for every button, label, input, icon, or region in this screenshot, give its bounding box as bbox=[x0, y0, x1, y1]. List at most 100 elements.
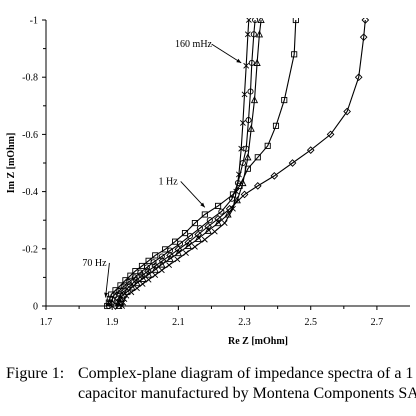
cross-marker bbox=[120, 299, 127, 306]
triangle-marker bbox=[116, 298, 124, 306]
circle-marker bbox=[245, 117, 252, 124]
caption-line-1: Figure 1: Complex-plane diagram of impeda… bbox=[6, 364, 416, 384]
circle-marker bbox=[248, 59, 255, 66]
annotation-arrow bbox=[211, 43, 242, 64]
diamond-marker bbox=[343, 107, 351, 116]
triangle-marker bbox=[184, 241, 192, 249]
cross-marker bbox=[201, 236, 208, 243]
circle-marker bbox=[107, 299, 114, 306]
chart-area: 1.7 1.9 2.1 2.3 2.5 2.7 -1 -0.8 -0.6 -0.4 -0.2 0 Re … bbox=[6, 16, 410, 347]
cross-marker bbox=[183, 250, 189, 257]
caption-line-2: capacitor manufactured by Montena Compon… bbox=[6, 384, 416, 404]
cross-marker bbox=[134, 285, 140, 292]
triangle-marker bbox=[214, 218, 222, 227]
series-circle bbox=[105, 18, 259, 310]
circle-marker bbox=[109, 296, 116, 303]
annotation-label: 160 mHz bbox=[175, 39, 213, 50]
triangle-marker bbox=[128, 283, 136, 291]
circle-marker bbox=[243, 145, 250, 152]
square-marker bbox=[152, 252, 159, 259]
circle-marker bbox=[196, 225, 203, 232]
triangle-marker bbox=[144, 270, 153, 278]
triangle-marker bbox=[117, 295, 125, 303]
circle-marker bbox=[131, 274, 138, 281]
cross-marker bbox=[221, 220, 228, 226]
cross-marker bbox=[158, 267, 165, 274]
diamond-marker bbox=[270, 172, 279, 180]
circle-marker bbox=[176, 240, 184, 247]
cross-marker bbox=[244, 31, 251, 38]
triangle-marker bbox=[194, 234, 202, 242]
square-marker bbox=[191, 220, 198, 227]
series-line bbox=[115, 19, 366, 307]
circle-marker bbox=[125, 278, 132, 286]
square-marker bbox=[254, 154, 261, 161]
square-marker bbox=[215, 202, 222, 209]
triangle-marker bbox=[174, 248, 182, 257]
circle-marker bbox=[206, 217, 213, 224]
cross-marker bbox=[145, 276, 152, 283]
triangle-marker bbox=[239, 178, 247, 187]
cross-marker bbox=[119, 303, 126, 309]
x-tick-label: 2.1 bbox=[172, 317, 185, 328]
circle-marker bbox=[115, 288, 122, 295]
diamond-marker bbox=[253, 182, 262, 190]
cross-marker bbox=[245, 18, 252, 23]
square-marker bbox=[104, 302, 111, 310]
diamond-marker bbox=[204, 222, 212, 231]
axes: 1.7 1.9 2.1 2.3 2.5 2.7 -1 -0.8 -0.6 -0.4 -0.2 0 Re … bbox=[6, 16, 410, 347]
series-line bbox=[108, 19, 256, 307]
diamond-marker bbox=[354, 73, 363, 82]
square-marker bbox=[201, 211, 208, 218]
triangle-marker bbox=[250, 95, 259, 104]
y-tick-label: -0.8 bbox=[22, 73, 38, 84]
x-tick-label: 2.5 bbox=[304, 317, 317, 328]
series-line bbox=[106, 19, 297, 307]
cross-marker bbox=[233, 188, 240, 195]
series-triangle bbox=[115, 18, 265, 310]
circle-marker bbox=[158, 253, 165, 260]
diamond-marker bbox=[240, 190, 249, 199]
triangle-marker bbox=[166, 254, 174, 262]
square-marker bbox=[281, 97, 288, 104]
circle-marker bbox=[167, 247, 174, 254]
cross-marker bbox=[243, 62, 250, 69]
circle-marker bbox=[252, 18, 259, 24]
annotation-label: 70 Hz bbox=[82, 258, 107, 269]
circle-marker bbox=[143, 264, 150, 271]
square-marker bbox=[181, 230, 189, 237]
x-tick-label: 2.3 bbox=[238, 317, 251, 328]
cross-marker bbox=[239, 120, 246, 126]
cross-marker bbox=[211, 228, 218, 235]
triangle-marker bbox=[133, 279, 141, 287]
square-marker bbox=[264, 142, 271, 149]
circle-marker bbox=[120, 283, 127, 290]
triangle-marker bbox=[151, 265, 159, 273]
circle-marker bbox=[186, 232, 193, 239]
square-marker bbox=[292, 18, 299, 24]
triangle-marker bbox=[118, 291, 126, 299]
triangle-marker bbox=[247, 124, 255, 132]
diamond-marker bbox=[288, 159, 297, 167]
cross-marker bbox=[121, 296, 128, 303]
annotation-label: 1 Hz bbox=[159, 176, 179, 187]
cross-marker bbox=[123, 292, 130, 299]
square-marker bbox=[122, 277, 129, 284]
circle-marker bbox=[137, 269, 144, 276]
x-axis-title: Re Z [mOhm] bbox=[228, 336, 288, 347]
cross-marker bbox=[238, 145, 245, 152]
cross-marker bbox=[128, 289, 135, 296]
diamond-marker bbox=[214, 214, 222, 223]
series-layer bbox=[104, 18, 370, 310]
diamond-marker bbox=[326, 130, 335, 139]
annotation-arrow bbox=[105, 262, 110, 298]
square-marker bbox=[117, 282, 124, 289]
circle-marker bbox=[247, 88, 254, 95]
y-tick-label: -0.4 bbox=[22, 187, 38, 198]
triangle-marker bbox=[139, 274, 147, 282]
y-tick-label: -0.2 bbox=[22, 244, 38, 255]
circle-marker bbox=[150, 259, 157, 266]
cross-marker bbox=[230, 205, 236, 212]
series-square bbox=[104, 18, 299, 310]
triangle-marker bbox=[123, 287, 131, 295]
